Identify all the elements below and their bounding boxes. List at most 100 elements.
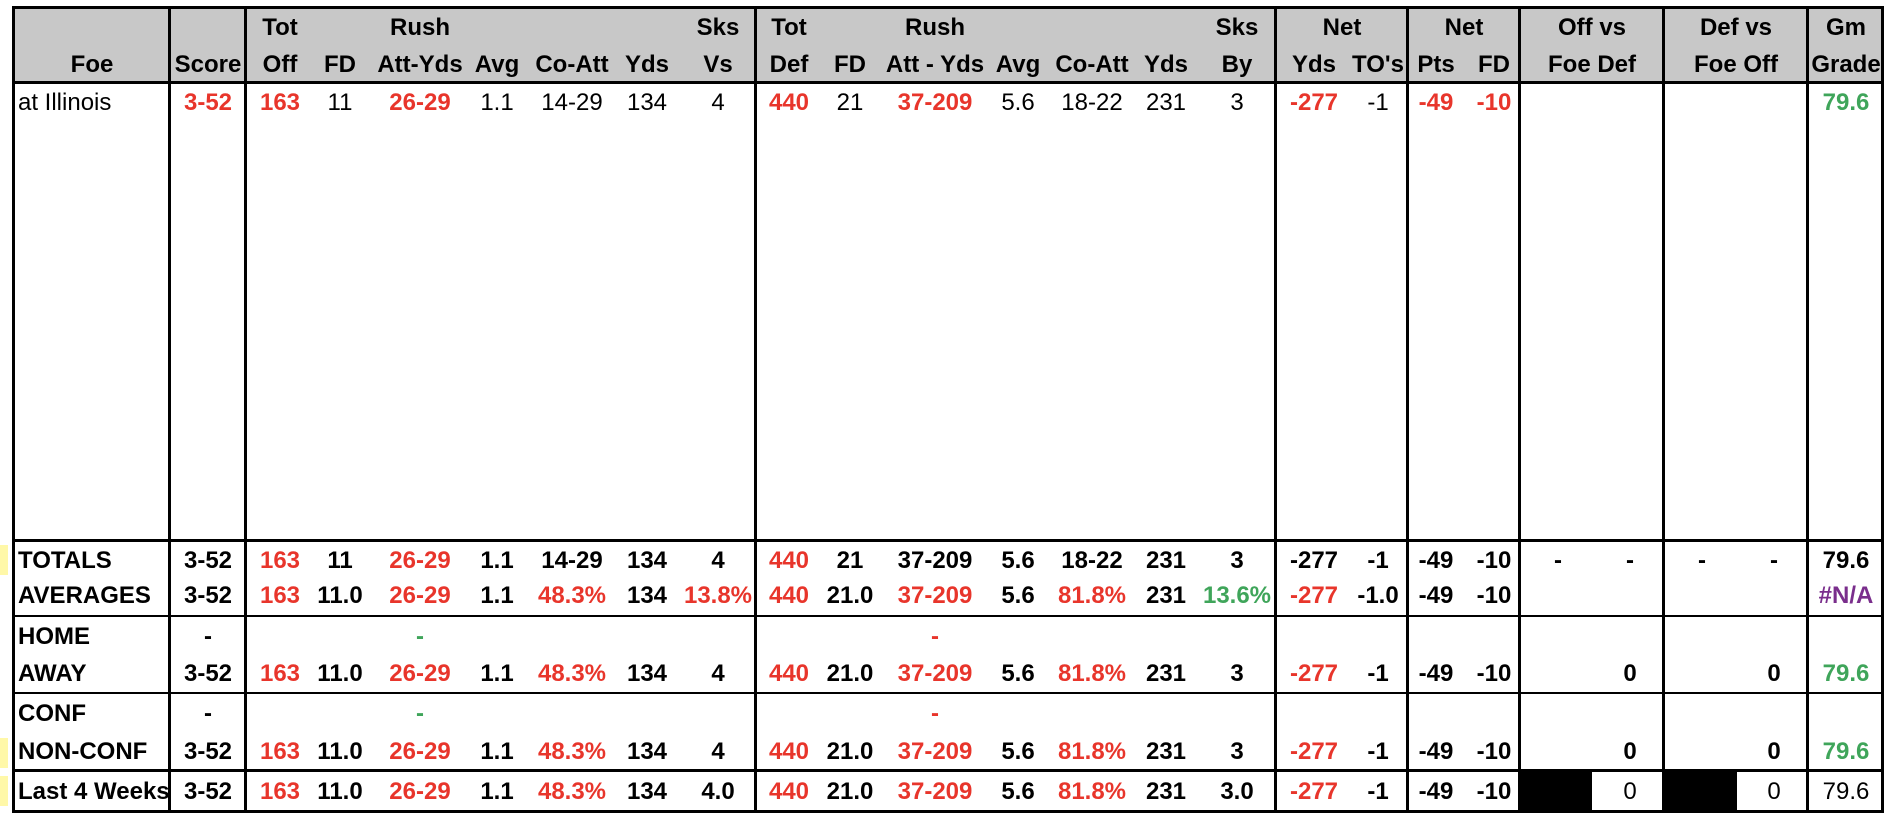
header-yds: Yds bbox=[624, 51, 670, 78]
away-rush: 26-29 bbox=[389, 660, 451, 687]
game-co-att: 14-29 bbox=[541, 89, 603, 116]
away-co-att-def: 81.8% bbox=[1057, 660, 1127, 687]
game-rush: 26-29 bbox=[389, 89, 451, 116]
away-label: AWAY bbox=[18, 660, 87, 687]
conf-rush-def: - bbox=[931, 700, 939, 727]
row-marker bbox=[0, 776, 8, 806]
averages-tos: -1.0 bbox=[1357, 582, 1399, 609]
home-divider bbox=[12, 615, 1884, 617]
row-marker bbox=[0, 738, 8, 768]
header-vs: Vs bbox=[703, 51, 733, 78]
nonconf-sks-by: 3 bbox=[1230, 738, 1244, 765]
header-def: Def bbox=[769, 51, 809, 78]
away-co-att: 48.3% bbox=[537, 660, 607, 687]
game-net-yds: -277 bbox=[1289, 89, 1339, 116]
black-cell bbox=[1665, 772, 1737, 810]
game-co-att-def: 18-22 bbox=[1061, 89, 1123, 116]
averages-score: 3-52 bbox=[183, 582, 233, 609]
conf-rush: - bbox=[416, 700, 424, 727]
game-net-fd: -10 bbox=[1476, 89, 1512, 116]
game-fd-def: 21 bbox=[836, 89, 864, 116]
last4-sks-vs: 4.0 bbox=[701, 778, 735, 805]
away-grade: 79.6 bbox=[1822, 660, 1870, 687]
nonconf-co-att-def: 81.8% bbox=[1057, 738, 1127, 765]
nonconf-avg: 1.1 bbox=[480, 738, 514, 765]
header-foe-off: Foe Off bbox=[1694, 51, 1778, 78]
header-score: Score bbox=[174, 51, 242, 78]
totals-tos: -1 bbox=[1367, 547, 1389, 574]
away-avg: 1.1 bbox=[480, 660, 514, 687]
header-by: By bbox=[1221, 51, 1253, 78]
header-foe: Foe bbox=[70, 51, 114, 78]
header-avg: Avg bbox=[474, 51, 520, 78]
away-net-pts: -49 bbox=[1418, 660, 1454, 687]
last4-yds: 134 bbox=[626, 778, 668, 805]
nonconf-co-att: 48.3% bbox=[537, 738, 607, 765]
nonconf-fd: 11.0 bbox=[317, 738, 363, 765]
border-bottom bbox=[12, 810, 1884, 813]
col-divider bbox=[244, 6, 247, 813]
header-rush-off: Rush bbox=[390, 14, 450, 41]
away-tot-def: 440 bbox=[768, 660, 810, 687]
header-net-yds-2: Yds bbox=[1291, 51, 1337, 78]
header-tot-off: Tot bbox=[262, 14, 298, 41]
nonconf-score: 3-52 bbox=[183, 738, 233, 765]
game-tot-off: 163 bbox=[259, 89, 301, 116]
totals-net-fd: -10 bbox=[1476, 547, 1512, 574]
header-fd-def: FD bbox=[834, 51, 866, 78]
nonconf-fd-def: 21.0 bbox=[826, 738, 874, 765]
col-divider bbox=[1806, 6, 1809, 813]
header-sks-by: Sks bbox=[1215, 14, 1259, 41]
nonconf-def-vs: 0 bbox=[1767, 738, 1781, 765]
border-top bbox=[12, 6, 1884, 9]
game-sks-by: 3 bbox=[1230, 89, 1244, 116]
col-divider bbox=[754, 6, 757, 813]
averages-label: AVERAGES bbox=[18, 582, 151, 609]
averages-grade: #N/A bbox=[1818, 582, 1874, 609]
header-foe-def: Foe Def bbox=[1547, 51, 1637, 78]
averages-net-pts: -49 bbox=[1418, 582, 1454, 609]
game-fd: 11 bbox=[327, 89, 353, 116]
away-off-vs: 0 bbox=[1623, 660, 1637, 687]
game-tos: -1 bbox=[1367, 89, 1389, 116]
away-tot-off: 163 bbox=[259, 660, 301, 687]
averages-avg: 1.1 bbox=[480, 582, 514, 609]
header-co-att-def: Co-Att bbox=[1055, 51, 1129, 78]
nonconf-yds-def: 231 bbox=[1145, 738, 1187, 765]
last4-def-vs: 0 bbox=[1767, 778, 1781, 805]
header-sks-vs: Sks bbox=[696, 14, 740, 41]
last4-fd-def: 21.0 bbox=[826, 778, 874, 805]
totals-off-vs-b: - bbox=[1626, 547, 1634, 574]
game-tot-def: 440 bbox=[768, 89, 810, 116]
home-rush: - bbox=[416, 623, 424, 650]
totals-score: 3-52 bbox=[183, 547, 233, 574]
averages-rush: 26-29 bbox=[389, 582, 451, 609]
conf-label: CONF bbox=[18, 700, 86, 727]
nonconf-grade: 79.6 bbox=[1822, 738, 1870, 765]
game-rush-def: 37-209 bbox=[897, 89, 973, 116]
totals-net-pts: -49 bbox=[1418, 547, 1454, 574]
averages-sks-vs: 13.8% bbox=[683, 582, 753, 609]
away-avg-def: 5.6 bbox=[1001, 660, 1035, 687]
col-divider bbox=[1662, 6, 1665, 813]
home-score: - bbox=[204, 623, 212, 650]
nonconf-yds: 134 bbox=[626, 738, 668, 765]
totals-avg: 1.1 bbox=[480, 547, 514, 574]
game-yds: 134 bbox=[626, 89, 668, 116]
last4-co-att: 48.3% bbox=[537, 778, 607, 805]
last4-score: 3-52 bbox=[183, 778, 233, 805]
last4-fd: 11.0 bbox=[317, 778, 363, 805]
totals-sks-vs: 4 bbox=[711, 547, 725, 574]
last4-net-yds: -277 bbox=[1289, 778, 1339, 805]
header-avg-def: Avg bbox=[995, 51, 1041, 78]
game-score: 3-52 bbox=[183, 89, 233, 116]
totals-fd: 11 bbox=[327, 547, 353, 574]
game-grade: 79.6 bbox=[1822, 89, 1870, 116]
away-net-yds: -277 bbox=[1289, 660, 1339, 687]
last4-tot-off: 163 bbox=[259, 778, 301, 805]
away-score: 3-52 bbox=[183, 660, 233, 687]
nonconf-tos: -1 bbox=[1367, 738, 1389, 765]
home-label: HOME bbox=[18, 623, 90, 650]
totals-co-att: 14-29 bbox=[541, 547, 603, 574]
border-left bbox=[12, 6, 15, 813]
